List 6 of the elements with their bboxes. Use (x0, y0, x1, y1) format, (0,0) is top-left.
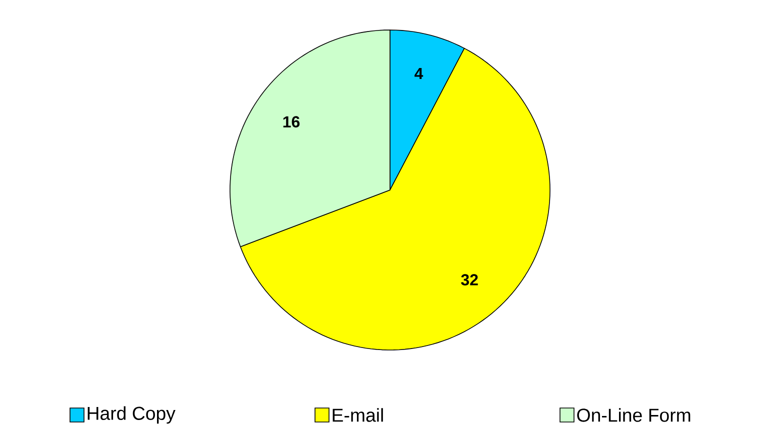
legend-label: On-Line Form (577, 408, 690, 422)
data-label: 32 (461, 274, 478, 286)
data-label: 16 (283, 116, 300, 128)
legend-label: E-mail (332, 408, 383, 422)
data-label: 4 (414, 68, 424, 79)
legend-label: Hard Copy (88, 406, 176, 424)
